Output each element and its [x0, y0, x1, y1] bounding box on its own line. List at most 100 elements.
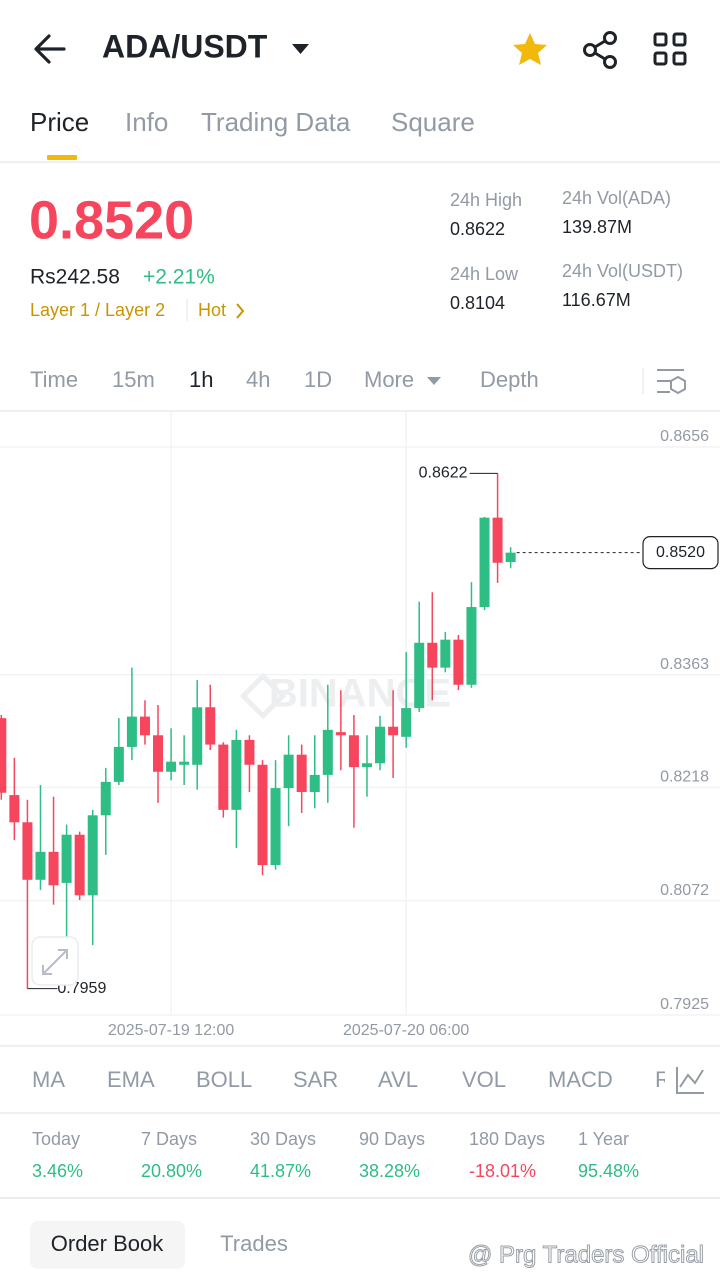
indicator-tabs: MA EMA BOLL SAR AVL VOL MACD R: [32, 1067, 671, 1092]
candle-body: [179, 761, 190, 765]
indicator-settings-button[interactable]: [676, 1067, 704, 1094]
more-dropdown-icon[interactable]: [427, 377, 441, 385]
chart-settings-button[interactable]: [657, 369, 686, 395]
interval-tab[interactable]: Depth: [480, 367, 539, 392]
x-tick-label: 2025-07-19 12:00: [108, 1022, 234, 1039]
candle-body: [440, 639, 451, 668]
candle-body: [61, 834, 72, 883]
indicator-tab[interactable]: BOLL: [196, 1067, 252, 1092]
candle-body: [35, 851, 46, 880]
candle-body: [48, 851, 59, 886]
indicator-tab[interactable]: SAR: [293, 1067, 338, 1092]
candle-body: [322, 729, 333, 775]
settings-icon-hex[interactable]: [670, 375, 686, 395]
indicator-icon[interactable]: [676, 1067, 704, 1094]
interval-tab[interactable]: 1D: [304, 367, 332, 392]
share-icon-node[interactable]: [583, 43, 597, 57]
stat-value: 0.8622: [450, 219, 505, 239]
candle-body: [166, 761, 177, 772]
menu-icon-cell[interactable]: [672, 51, 687, 66]
performance-label: 90 Days: [359, 1129, 425, 1149]
active-tab-indicator: [47, 155, 77, 160]
candle-body: [401, 708, 412, 737]
menu-icon-cell[interactable]: [653, 32, 668, 47]
top-tabs: Price Info Trading Data Square: [30, 107, 475, 137]
interval-tab[interactable]: Time: [30, 367, 78, 392]
stat-value: 139.87M: [562, 217, 632, 237]
fullscreen-button[interactable]: [31, 936, 79, 986]
pair-dropdown-icon[interactable]: [292, 44, 309, 54]
indicator-tab[interactable]: MACD: [548, 1067, 613, 1092]
tag-chevron[interactable]: [236, 303, 245, 319]
interval-tab[interactable]: More: [364, 367, 414, 392]
candle-body: [205, 707, 216, 745]
interval-tab[interactable]: 1h: [189, 367, 213, 392]
performance-value: 95.48%: [578, 1161, 639, 1181]
tag-hot[interactable]: Hot: [198, 300, 226, 320]
footer-watermark: @ Prg Traders Official: [468, 1241, 704, 1268]
top-tab[interactable]: Info: [125, 107, 168, 137]
x-tick-label: 2025-07-20 06:00: [343, 1022, 469, 1039]
indicator-tab[interactable]: VOL: [462, 1067, 506, 1092]
share-icon-node[interactable]: [603, 31, 617, 45]
performance-value: 3.46%: [32, 1161, 83, 1181]
back-button[interactable]: [34, 34, 66, 64]
high-marker-label: 0.8622: [419, 465, 468, 482]
interval-tab[interactable]: 15m: [112, 367, 155, 392]
tag-sector[interactable]: Layer 1 / Layer 2: [30, 300, 165, 320]
indicator-tab[interactable]: MA: [32, 1067, 65, 1092]
performance-label: Today: [32, 1129, 80, 1149]
y-tick-label: 0.8656: [660, 428, 709, 445]
candle-body: [361, 763, 372, 768]
performance-value: 38.28%: [359, 1161, 420, 1181]
top-tab[interactable]: Square: [391, 107, 475, 137]
performance-label: 180 Days: [469, 1129, 545, 1149]
candle-body: [153, 735, 164, 772]
candle-body: [74, 834, 85, 896]
top-tab[interactable]: Trading Data: [201, 107, 351, 137]
settings-icon-lines[interactable]: [657, 369, 684, 393]
fullscreen-icon[interactable]: [42, 949, 68, 975]
candlestick-chart: BINANCE0.79250.80720.82180.83630.8656202…: [0, 412, 720, 1039]
top-tab[interactable]: Price: [30, 107, 89, 137]
candle-body: [505, 552, 516, 562]
grid-menu-button[interactable]: [653, 32, 687, 66]
candle-body: [427, 642, 438, 668]
bottom-tab[interactable]: Order Book: [51, 1231, 164, 1256]
indicator-tab[interactable]: AVL: [378, 1067, 418, 1092]
share-icon-link[interactable]: [594, 39, 606, 61]
share-icon-node[interactable]: [603, 55, 617, 69]
watermark-logo: [239, 672, 287, 720]
stat-label: 24h Vol(ADA): [562, 188, 671, 208]
back-icon[interactable]: [34, 34, 66, 64]
candle-body: [414, 642, 425, 709]
y-tick-label: 0.7925: [660, 996, 709, 1013]
candle-body: [192, 707, 203, 765]
indicator-fade: [665, 1060, 720, 1104]
pair-title[interactable]: ADA/USDT: [102, 28, 268, 64]
y-tick-label: 0.8218: [660, 769, 709, 786]
active-bottom-tab-bg[interactable]: [30, 1221, 185, 1269]
candle-body: [126, 716, 137, 747]
share-button[interactable]: [583, 31, 617, 69]
menu-icon-cell[interactable]: [672, 32, 687, 47]
stat-value: 116.67M: [562, 290, 631, 310]
candle-body: [296, 754, 307, 792]
performance-label: 1 Year: [578, 1129, 629, 1149]
candle-body: [309, 774, 320, 792]
favorite-star[interactable]: [513, 33, 547, 65]
interval-tab[interactable]: 4h: [246, 367, 270, 392]
interval-tabs: Time 15m 1h 4h 1D More Depth: [30, 367, 539, 392]
y-tick-label: 0.8072: [660, 882, 709, 899]
candle-body: [257, 764, 268, 866]
stat-label: 24h Vol(USDT): [562, 261, 683, 281]
candle-body: [335, 732, 346, 736]
bottom-tab[interactable]: Trades: [220, 1231, 288, 1256]
indicator-tab[interactable]: EMA: [107, 1067, 155, 1092]
candle-body: [139, 716, 150, 736]
candle-body: [87, 815, 98, 896]
menu-icon-cell[interactable]: [653, 51, 668, 66]
stat-label: 24h Low: [450, 264, 519, 284]
candle-body: [100, 781, 111, 816]
